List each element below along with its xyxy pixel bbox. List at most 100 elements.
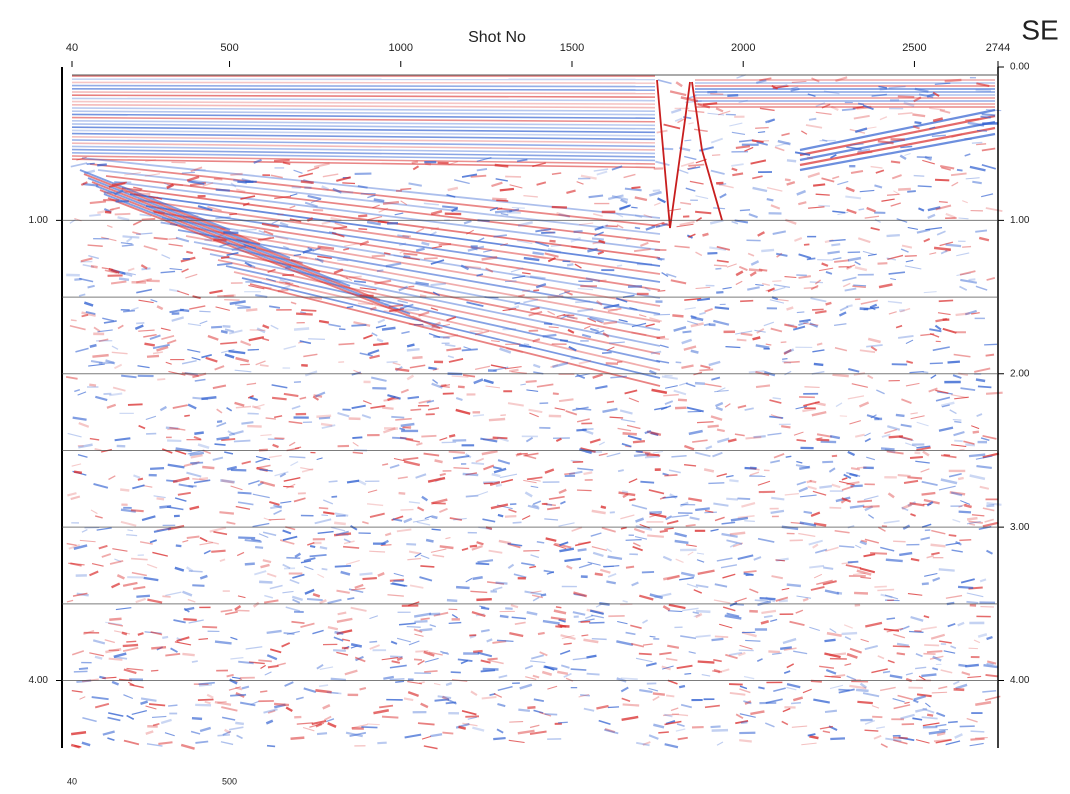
reflector: [543, 335, 557, 337]
reflector: [400, 510, 413, 511]
reflector: [741, 334, 753, 336]
reflector: [553, 393, 559, 394]
reflector: [874, 586, 887, 587]
reflector: [505, 516, 516, 517]
reflector: [931, 545, 946, 547]
reflector: [230, 174, 242, 175]
reflector: [422, 326, 438, 327]
reflector: [241, 422, 253, 424]
reflector: [377, 270, 384, 271]
reflector: [898, 475, 911, 476]
reflector: [517, 454, 528, 455]
reflector: [476, 563, 490, 564]
reflector: [787, 585, 801, 586]
reflector: [248, 350, 259, 351]
reflector: [819, 486, 831, 488]
reflector: [556, 607, 561, 608]
reflector: [115, 214, 131, 215]
reflector: [509, 370, 518, 371]
reflector: [449, 452, 465, 453]
reflector: [353, 452, 363, 453]
reflector: [856, 690, 869, 691]
reflector: [857, 152, 872, 153]
reflector: [984, 344, 997, 345]
reflector: [347, 307, 353, 308]
reflector: [679, 686, 685, 687]
reflector: [440, 546, 454, 548]
reflector: [410, 409, 421, 410]
reflector: [922, 583, 929, 584]
reflector: [301, 310, 316, 311]
x-axis-title: Shot No: [468, 29, 526, 46]
reflector: [381, 545, 392, 546]
reflector: [192, 398, 208, 399]
reflector: [972, 143, 982, 144]
reflector: [855, 605, 860, 606]
reflector: [607, 401, 614, 402]
reflector: [414, 659, 422, 660]
reflector: [235, 723, 244, 724]
reflector: [602, 353, 612, 354]
reflector: [880, 89, 887, 90]
reflector: [907, 191, 916, 192]
reflector: [198, 700, 214, 701]
reflector: [592, 639, 607, 640]
reflector: [949, 535, 957, 536]
reflector: [714, 265, 727, 266]
reflector: [459, 727, 466, 729]
reflector: [407, 345, 414, 347]
reflector: [797, 440, 806, 441]
reflector: [229, 214, 237, 215]
reflector: [650, 636, 656, 637]
reflector: [962, 247, 971, 248]
reflector: [555, 626, 562, 627]
reflector: [186, 252, 192, 253]
reflector: [496, 485, 502, 486]
reflector: [967, 518, 977, 519]
reflector: [367, 724, 380, 725]
reflector: [837, 593, 842, 594]
reflector: [804, 387, 819, 388]
x-tick-label-bottom: 40: [67, 776, 77, 786]
reflector: [320, 547, 327, 548]
reflector: [891, 162, 900, 163]
reflector: [986, 393, 1003, 394]
reflector: [123, 645, 138, 646]
reflector: [495, 211, 512, 212]
reflector: [147, 356, 159, 357]
y2-tick-label: 0.00: [1010, 62, 1030, 73]
reflector: [636, 451, 643, 452]
reflector: [403, 254, 417, 255]
corner-label: SE: [1021, 14, 1058, 45]
reflector: [965, 445, 975, 446]
reflector: [639, 654, 652, 655]
x-tick-label: 1500: [560, 42, 584, 54]
reflector: [785, 179, 791, 180]
reflector: [123, 311, 135, 312]
reflector: [435, 699, 449, 700]
reflector: [259, 582, 272, 583]
reflector: [442, 733, 453, 734]
reflector: [758, 687, 764, 688]
reflector: [439, 244, 451, 245]
reflector: [854, 593, 868, 594]
reflector: [255, 547, 263, 548]
reflector: [729, 480, 738, 481]
reflector: [730, 533, 745, 535]
reflector: [782, 359, 787, 360]
reflector: [939, 202, 948, 203]
reflector: [635, 228, 640, 229]
reflector: [194, 432, 203, 433]
reflector: [702, 234, 708, 236]
reflector: [587, 674, 600, 675]
reflector: [342, 534, 349, 535]
reflector: [466, 496, 478, 497]
reflector: [787, 160, 796, 161]
reflector: [512, 208, 525, 209]
reflector: [211, 327, 222, 328]
reflector: [832, 375, 848, 377]
reflector: [182, 654, 194, 655]
reflector: [230, 695, 246, 696]
reflector: [334, 523, 346, 524]
reflector: [971, 731, 985, 732]
